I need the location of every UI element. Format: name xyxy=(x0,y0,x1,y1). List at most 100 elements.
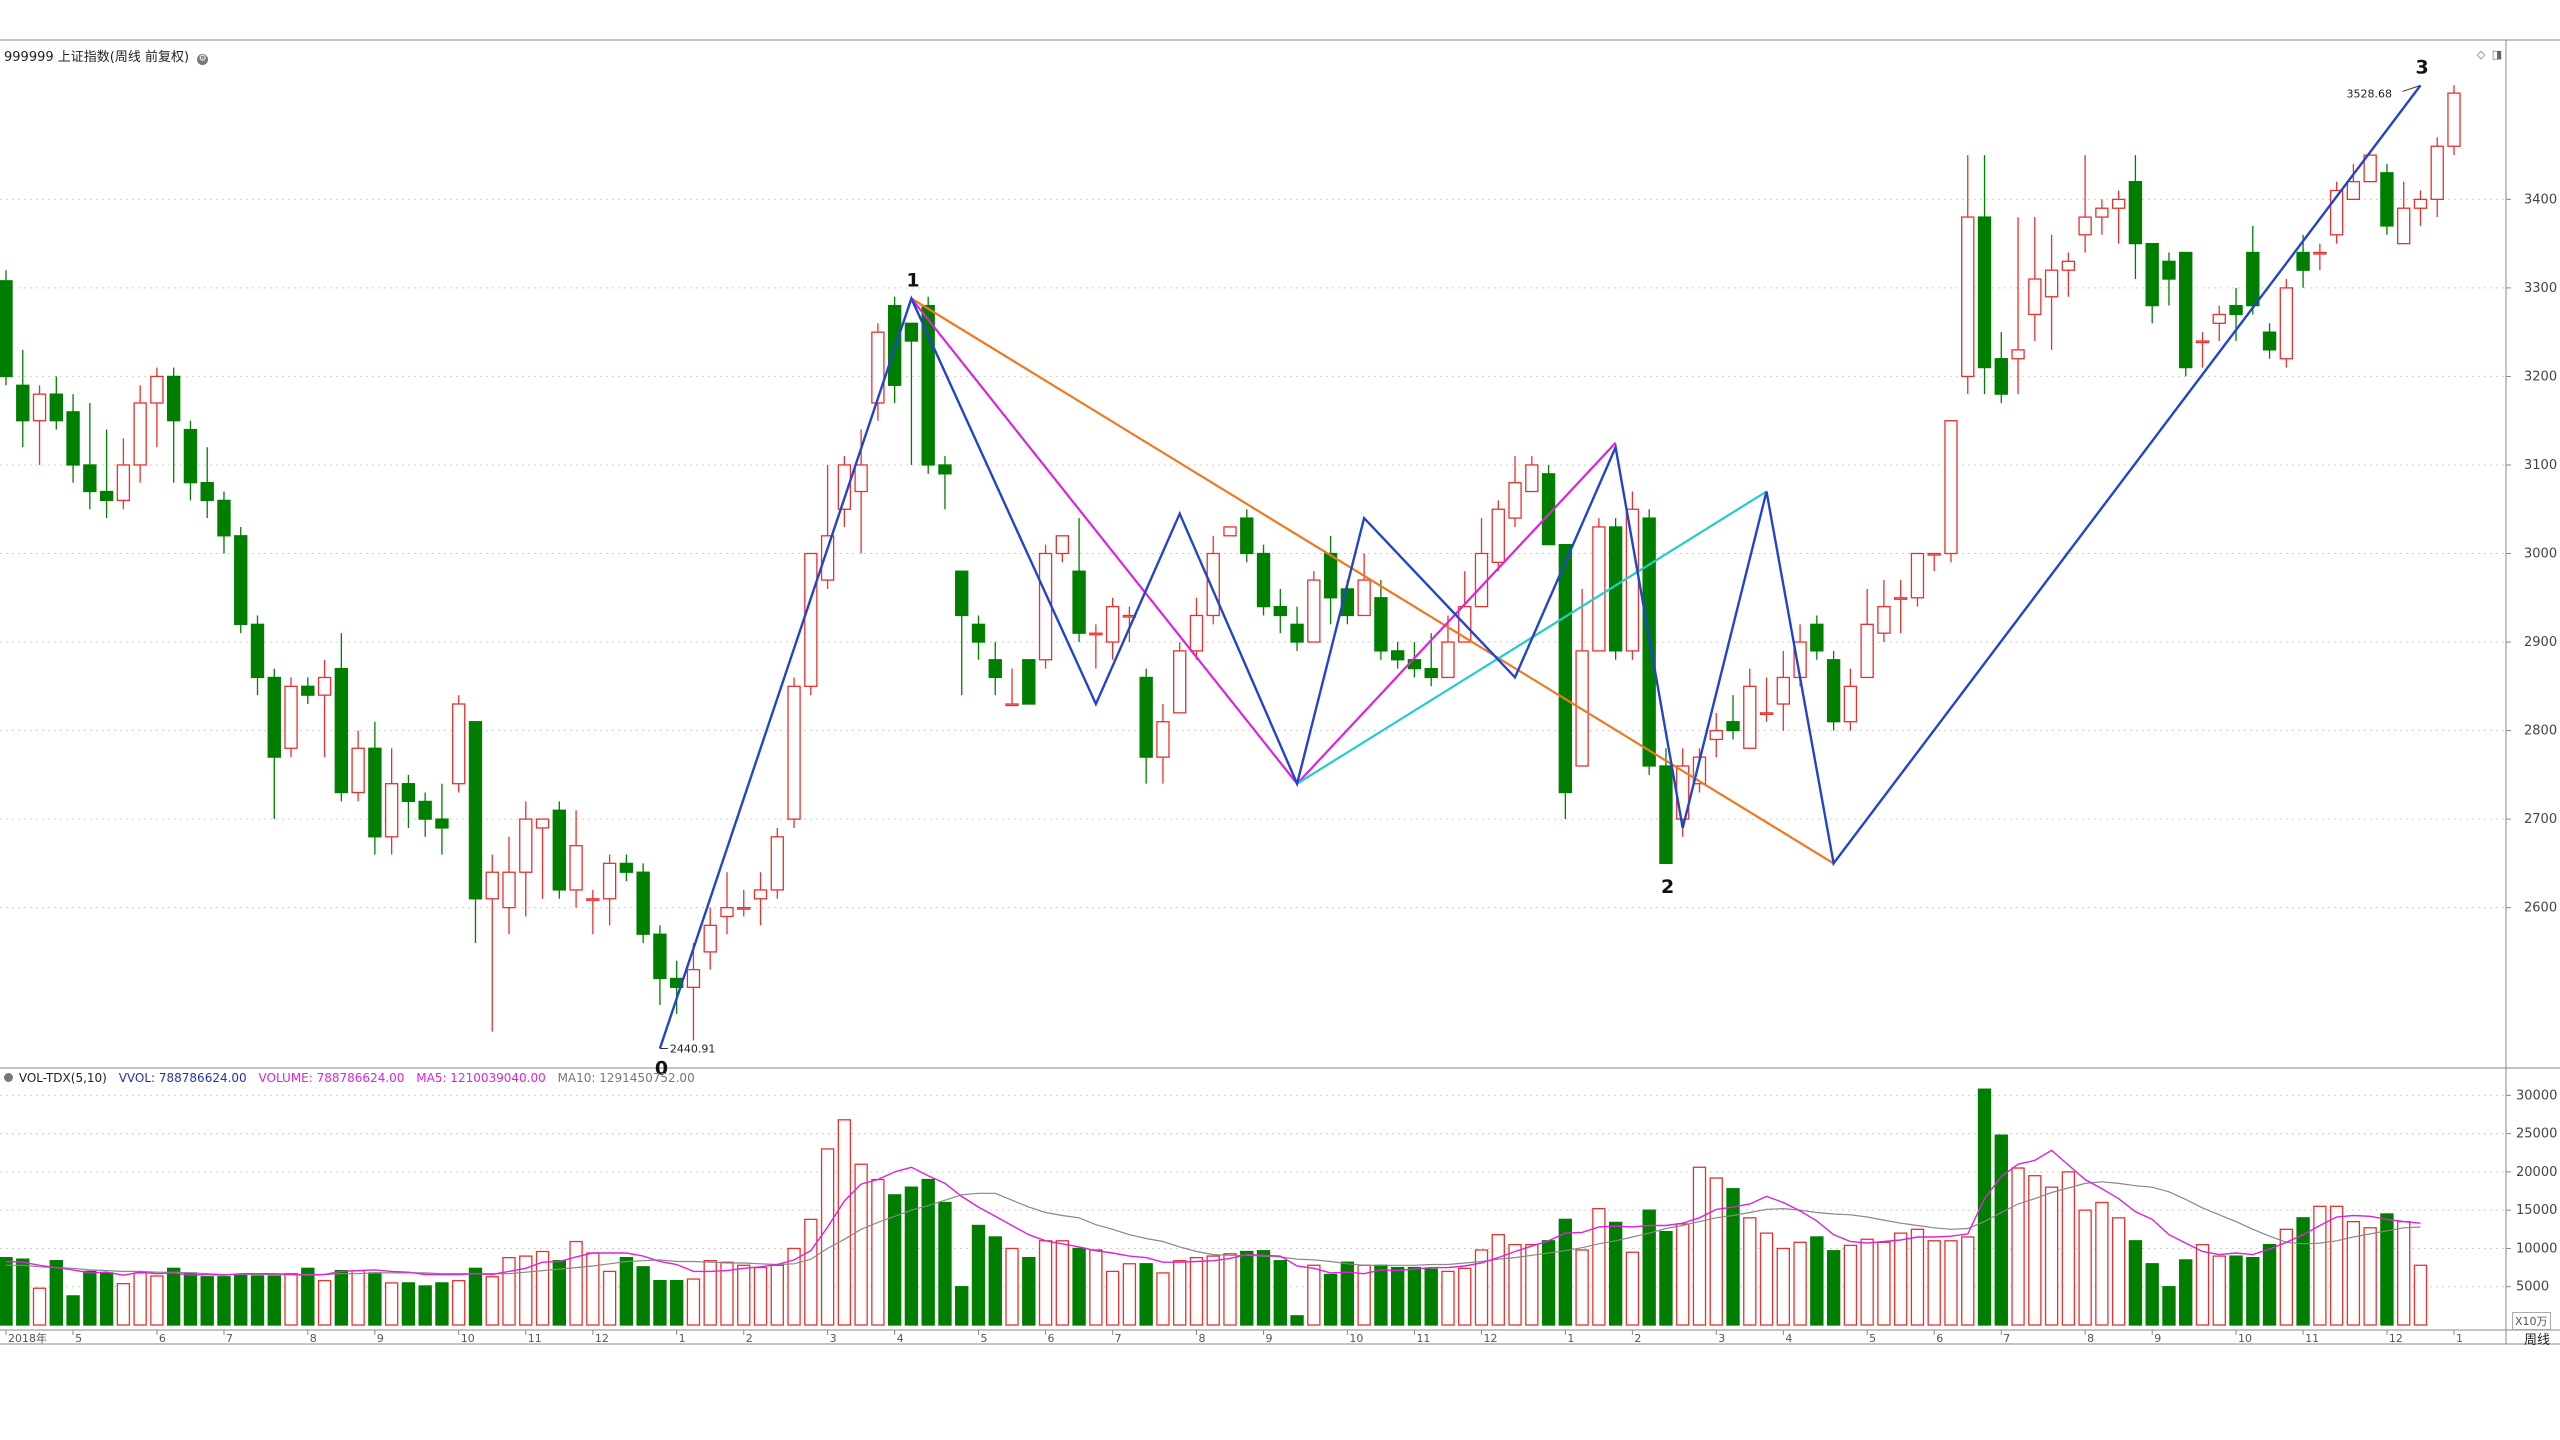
time-tick-label: 8 xyxy=(2087,1332,2094,1345)
volume-bar xyxy=(1843,1244,1858,1326)
time-tick-label: 12 xyxy=(2389,1332,2403,1345)
candle xyxy=(619,854,634,882)
candle-body xyxy=(1139,676,1153,758)
volume-ma5-line xyxy=(5,1149,2421,1276)
candle xyxy=(468,721,483,944)
volume-bar xyxy=(1608,1221,1623,1326)
candle xyxy=(586,889,600,935)
candle xyxy=(820,464,835,589)
candle-body xyxy=(904,322,919,342)
candle xyxy=(502,836,516,935)
volume-bar xyxy=(116,1283,131,1326)
candle-body xyxy=(284,685,298,749)
candle-body xyxy=(217,499,231,537)
orange-trendline xyxy=(910,297,1835,865)
candle-body xyxy=(1156,721,1170,758)
candle xyxy=(435,783,449,855)
candle-body xyxy=(418,800,432,820)
candle-body xyxy=(2095,207,2109,218)
candle xyxy=(1357,553,1371,617)
candle-body xyxy=(2078,216,2092,236)
time-tick-label: 9 xyxy=(377,1332,384,1345)
candle-body xyxy=(401,783,416,803)
period-label[interactable]: 周线 xyxy=(2524,1333,2551,1348)
price-tick-label: 2700 xyxy=(2524,812,2557,827)
candle-body xyxy=(83,464,97,493)
time-tick-label: 2 xyxy=(746,1332,753,1345)
volume-bar xyxy=(2078,1209,2092,1326)
x-axis: 2018年 5 6 7 8 9 10 11 12 1 2 3 4 5 6 7 8 9 10 11 12 1 2 3 4 5 6 7 8 9… xyxy=(5,1330,2463,1345)
candle xyxy=(1592,518,1606,652)
candle-body xyxy=(2179,251,2193,369)
candle xyxy=(1072,518,1086,643)
candle-body xyxy=(535,818,550,829)
volume-bar xyxy=(1910,1228,1925,1326)
volume-bar xyxy=(1206,1255,1220,1326)
candle xyxy=(368,721,382,855)
candle-body xyxy=(384,783,399,838)
candle-body xyxy=(468,721,483,900)
candle xyxy=(1726,695,1740,740)
candle xyxy=(1390,642,1405,669)
time-tick-label: 11 xyxy=(2305,1332,2319,1345)
candle xyxy=(217,491,231,554)
time-tick-label: 10 xyxy=(1349,1332,1363,1345)
info-icon[interactable]: ⚙ xyxy=(197,54,209,65)
candle xyxy=(1441,615,1455,679)
volume-bar xyxy=(1944,1240,1958,1326)
candle xyxy=(2380,163,2394,235)
volume-bar xyxy=(16,1258,30,1326)
candle xyxy=(1826,650,1841,731)
volume-bar xyxy=(1156,1272,1170,1326)
candle xyxy=(16,349,30,448)
candle xyxy=(1089,624,1103,669)
volume-bar xyxy=(955,1286,969,1326)
volume-bar xyxy=(1240,1250,1254,1326)
diamond-icon[interactable]: ◇ xyxy=(2476,48,2486,61)
volume-bar xyxy=(2095,1201,2109,1326)
volume-bar xyxy=(1642,1209,1656,1326)
candle xyxy=(2111,190,2126,244)
price-tick-label: 3300 xyxy=(2524,281,2557,296)
candle-body xyxy=(1206,552,1220,617)
candle xyxy=(2262,323,2277,359)
volume-bar xyxy=(133,1272,147,1326)
candle-body xyxy=(2028,278,2042,316)
volume-bar xyxy=(1072,1247,1086,1326)
volume-tick-label: 30000 xyxy=(2516,1088,2557,1103)
volume-bar xyxy=(837,1119,852,1326)
candle xyxy=(334,633,349,802)
candle xyxy=(2128,155,2143,280)
panel-toggle-icon[interactable]: ◨ xyxy=(2491,48,2503,61)
time-tick-label: 4 xyxy=(1785,1332,1792,1345)
time-tick-label: 3 xyxy=(1718,1332,1725,1345)
candle-body xyxy=(2044,269,2059,298)
candle xyxy=(1961,155,1975,395)
volume-tick-label: 10000 xyxy=(2516,1241,2557,1256)
chart-frame xyxy=(0,39,2560,1345)
candle-body xyxy=(16,384,30,422)
candle xyxy=(49,376,63,430)
price-tick-label: 3000 xyxy=(2524,547,2557,562)
volume-bar xyxy=(2346,1220,2361,1326)
time-tick-label: 12 xyxy=(1484,1332,1498,1345)
price-grid: 2600 2700 2800 2900 3000 3100 3200 3300 3400 xyxy=(0,192,2557,916)
vol-indicator-name[interactable]: VOL-TDX(5,10) xyxy=(18,1071,107,1085)
candle-body xyxy=(602,862,617,900)
volume-bar xyxy=(1491,1234,1505,1326)
candle-body xyxy=(1290,623,1304,643)
candle xyxy=(1525,456,1539,493)
candle xyxy=(150,367,164,448)
volume-bar xyxy=(1659,1230,1673,1326)
candle-body xyxy=(1525,464,1539,493)
vol-dot-icon xyxy=(4,1073,13,1082)
volume-bar xyxy=(1676,1223,1690,1326)
volume-bar xyxy=(871,1178,885,1326)
volume-bar xyxy=(1256,1250,1271,1326)
volume-bar xyxy=(619,1256,634,1326)
volume-bar xyxy=(854,1163,868,1326)
volume-bar xyxy=(2229,1255,2243,1326)
volume-bar xyxy=(334,1269,349,1326)
candle-body xyxy=(955,570,969,617)
